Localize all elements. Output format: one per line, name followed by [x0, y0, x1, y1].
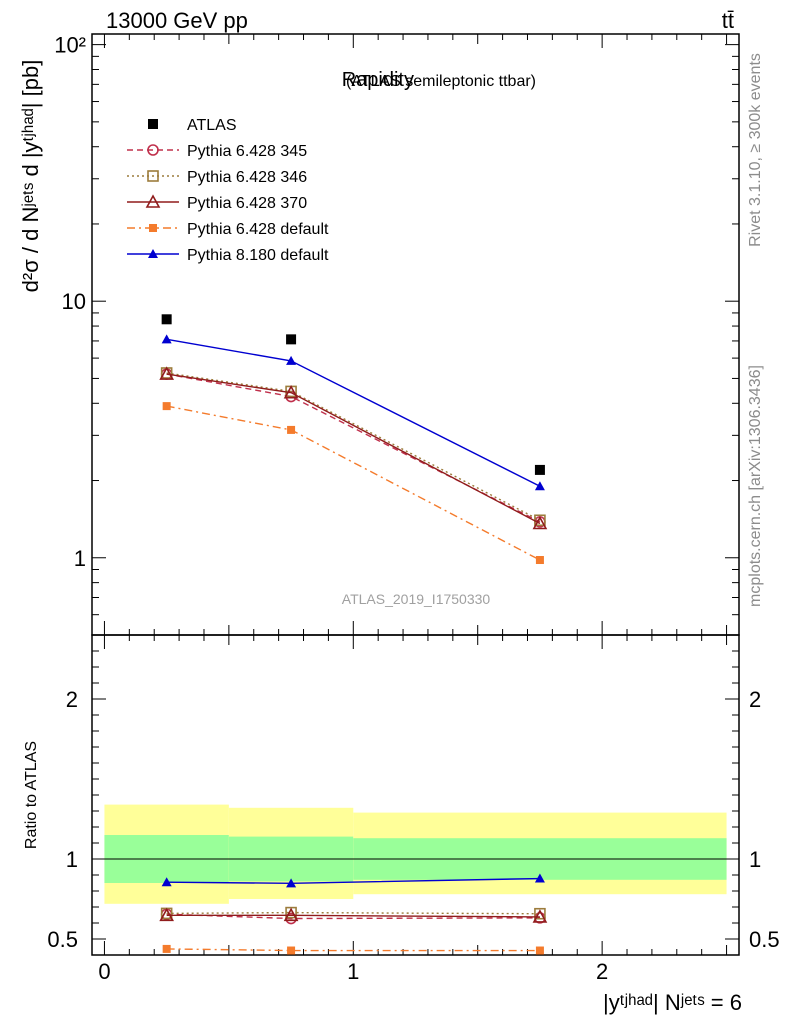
- data-point: [161, 314, 172, 325]
- ratio-bands: [92, 804, 739, 904]
- x-tick-label: 2: [596, 959, 608, 984]
- data-point: [161, 334, 172, 344]
- ratio-data-point: [161, 877, 172, 887]
- legend-label: Pythia 6.428 default: [187, 221, 329, 238]
- data-point: [159, 366, 175, 380]
- legend-entry: Pythia 8.180 default: [127, 247, 329, 264]
- series-line: [166, 372, 541, 521]
- data-point: [532, 515, 548, 530]
- series-pythia-8-180-default: [161, 334, 545, 491]
- legend-marker: [148, 119, 158, 129]
- data-point: [535, 556, 544, 565]
- main-frame: [91, 33, 740, 636]
- main-y-tick-label: 10²: [54, 33, 86, 58]
- data-point: [534, 481, 545, 491]
- legend-label: Pythia 6.428 346: [187, 169, 307, 186]
- legend-label: Pythia 8.180 default: [187, 247, 329, 264]
- series-line: [166, 373, 541, 525]
- legend-label: Pythia 6.428 370: [187, 195, 307, 212]
- legend-marker: [145, 194, 161, 208]
- legend-label: Pythia 6.428 345: [187, 143, 307, 160]
- data-point: [283, 385, 299, 399]
- data-point: [534, 464, 545, 475]
- ratio-series-pythia-6-428-default: [162, 944, 544, 955]
- ratio-data-point: [285, 906, 297, 919]
- ratio-data-point: [159, 907, 175, 922]
- analysis-label: ATLAS_2019_I1750330: [342, 591, 491, 607]
- legend-marker: [148, 249, 158, 258]
- legend-marker: [149, 224, 157, 232]
- ratio-y-tick-label: 2: [66, 687, 78, 712]
- ratio-y-tick-label-right: 1: [749, 847, 761, 872]
- ratio-data-point: [287, 946, 296, 955]
- ratio-data-point: [162, 944, 171, 953]
- chart-subtitle: (ATLAS semileptonic ttbar): [346, 73, 536, 90]
- x-tick-label: 0: [98, 959, 110, 984]
- series-atlas: [161, 314, 545, 475]
- ratio-data-point: [535, 946, 544, 955]
- ratio-series-pythia-8-180-default: [161, 873, 545, 888]
- ratio-data-point: [286, 878, 297, 888]
- header-right-title: tt̄: [722, 8, 734, 33]
- ratio-y-axis-label: Ratio to ATLAS: [23, 741, 40, 849]
- legend-entry: Pythia 6.428 370: [127, 194, 307, 212]
- legend-entry: Pythia 6.428 346: [127, 169, 307, 186]
- main-series-group: [159, 314, 548, 565]
- series-pythia-6-428-default: [162, 402, 544, 565]
- x-tick-label: 1: [347, 959, 359, 984]
- legend-label: ATLAS: [187, 117, 237, 134]
- legend-marker: [147, 144, 159, 156]
- main-y-tick-label: 1: [74, 546, 86, 571]
- ratio-series-line: [166, 911, 540, 915]
- legend: ATLAS Pythia 6.428 345 Pythia 6.428 346 Pyt…: [127, 117, 329, 264]
- ratio-data-point: [534, 907, 546, 920]
- data-point: [287, 425, 296, 434]
- ratio-series-line: [166, 948, 540, 952]
- ratio-data-point: [532, 909, 548, 923]
- ratio-data-point: [283, 907, 299, 922]
- ratio-series-pythia-6-428-370: [159, 907, 548, 923]
- ratio-y-tick-label: 1: [66, 847, 78, 872]
- side-label-mcplots: mcplots.cern.ch [arXiv:1306.3436]: [747, 365, 764, 607]
- side-label-rivet: Rivet 3.1.10, ≥ 300k events: [747, 53, 764, 247]
- ratio-axis-ticks: 0.5 0.5 1 1 2 2 0 1 2: [47, 635, 780, 984]
- legend-marker: [147, 170, 159, 182]
- main-axis-ticks: 1 10 10²: [54, 33, 739, 636]
- ratio-data-point: [534, 873, 545, 883]
- data-point: [286, 334, 297, 345]
- data-point: [286, 355, 297, 365]
- ratio-frame: [91, 634, 740, 956]
- ratio-series-group: [159, 873, 548, 955]
- legend-entry: Pythia 6.428 default: [127, 221, 329, 238]
- main-y-tick-label: 10: [62, 289, 86, 314]
- header-left-title: 13000 GeV pp: [106, 8, 248, 33]
- chart-title: Rapidity: [342, 69, 414, 91]
- main-y-axis-label: d²σ / d Nʲᵉᵗˢ d |yᵗʲʰᵃᵈ| [pb]: [18, 60, 43, 293]
- ratio-y-tick-label-right: 0.5: [749, 927, 780, 952]
- series-pythia-6-428-370: [159, 366, 548, 530]
- ratio-series-line: [166, 914, 540, 918]
- ratio-panel: 0.5 0.5 1 1 2 2 0 1 2 Ratio to ATLAS |yᵗʲʰᵃᵈ| Nʲ…: [23, 634, 780, 1015]
- ratio-y-tick-label-right: 2: [749, 687, 761, 712]
- main-y-axis-label-text: d²σ / d Nʲᵉᵗˢ d |yᵗʲʰᵃᵈ| [pb]: [18, 60, 43, 293]
- x-axis-label: |yᵗʲʰᵃᵈ| Nʲᵉᵗˢ = 6: [603, 990, 742, 1015]
- legend-entry: Pythia 6.428 345: [127, 143, 307, 160]
- main-panel: 1 10 10² Rapidity (ATLAS semileptonic ttba…: [18, 33, 740, 636]
- data-point: [162, 402, 171, 411]
- ratio-y-tick-label: 0.5: [47, 927, 78, 952]
- legend-entry: ATLAS: [148, 117, 237, 134]
